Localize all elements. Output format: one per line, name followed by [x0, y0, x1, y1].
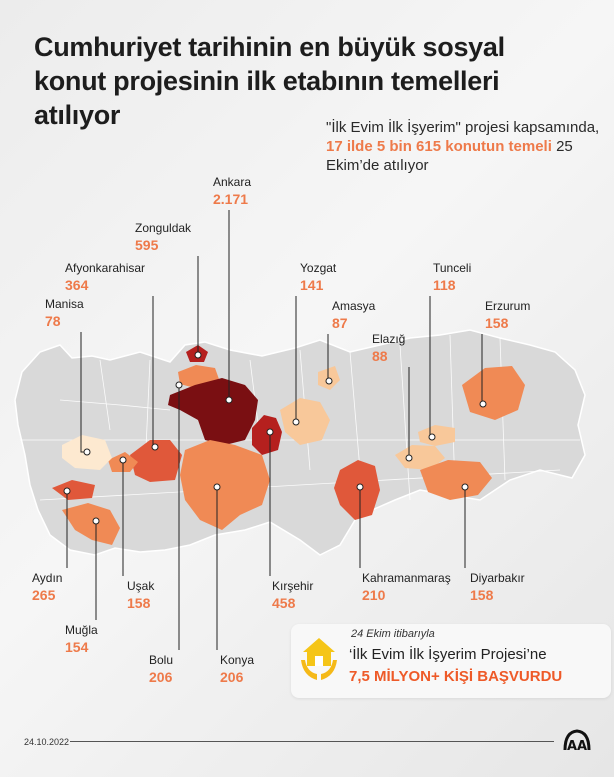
marker-dot-zonguldak [194, 351, 202, 359]
label-tunceli: Tunceli 118 [433, 260, 471, 294]
marker-dot-manisa [83, 448, 91, 456]
province-kirsehir [252, 415, 282, 455]
province-value: 458 [272, 595, 296, 611]
footer-divider [70, 741, 554, 742]
province-tunceli [418, 425, 455, 446]
marker-dot-konya [213, 483, 221, 491]
province-value: 595 [135, 237, 159, 253]
province-value: 206 [149, 669, 173, 685]
marker-dot-erzurum [479, 400, 487, 408]
subtitle-text-end: 25 Ekim’de atılıyor [326, 138, 573, 174]
footer-date: 24.10.2022 [24, 737, 70, 747]
province-erzurum [462, 366, 525, 420]
marker-dot-tunceli [428, 433, 436, 441]
province-value: 141 [300, 277, 324, 293]
marker-dot-amasya [325, 377, 333, 385]
province-name: Afyonkarahisar [65, 261, 146, 275]
aa-logo: AA [563, 729, 591, 754]
province-name: Tunceli [433, 261, 472, 275]
province-name: Ankara [213, 175, 252, 189]
marker-dot-diyarbakr [461, 483, 469, 491]
province-value: 118 [433, 277, 456, 293]
label-uak: Uşak 158 [127, 578, 154, 612]
province-name: Zonguldak [135, 221, 192, 235]
province-value: 88 [372, 348, 388, 364]
province-name: Erzurum [485, 299, 531, 313]
marker-dot-afyonkarahisar [151, 443, 159, 451]
province-value: 2.171 [213, 191, 249, 207]
province-value: 158 [485, 315, 509, 331]
marker-dot-krehir [266, 428, 274, 436]
marker-dot-elaz [405, 454, 413, 462]
house-in-hands-icon [301, 638, 337, 680]
label-diyarbakr: Diyarbakır 158 [470, 570, 525, 604]
marker-dot-bolu [175, 381, 183, 389]
province-yozgat [280, 398, 330, 445]
province-name: Kahramanmaraş [362, 571, 451, 585]
province-name: Kırşehir [272, 579, 314, 593]
province-name: Amasya [332, 299, 376, 313]
province-kahramanmaras [334, 460, 380, 520]
marker-dot-mula [92, 517, 100, 525]
label-krehir: Kırşehir 458 [272, 578, 313, 612]
marker-dot-ankara [225, 396, 233, 404]
province-name: Yozgat [300, 261, 337, 275]
province-name: Manisa [45, 297, 84, 311]
province-name: Elazığ [372, 332, 406, 346]
province-name: Aydın [32, 571, 63, 585]
label-zonguldak: Zonguldak 595 [135, 220, 191, 254]
province-value: 78 [45, 313, 61, 329]
province-value: 210 [362, 587, 386, 603]
province-aydin [52, 480, 95, 500]
province-name: Uşak [127, 579, 155, 593]
label-elaz: Elazığ 88 [372, 331, 405, 365]
callout-highlight: 7,5 MİLYON+ KİŞİ BAŞVURDU [349, 668, 563, 685]
province-diyarbakir [420, 460, 492, 500]
province-name: Muğla [65, 623, 98, 637]
subtitle: "İlk Evim İlk İşyerim" projesi kapsamınd… [326, 118, 606, 175]
province-ankara [168, 378, 258, 445]
province-elazig [395, 445, 445, 470]
label-kahramanmara: Kahramanmaraş 210 [362, 570, 451, 604]
label-amasya: Amasya 87 [332, 298, 375, 332]
province-value: 364 [65, 277, 89, 293]
marker-dot-yozgat [292, 418, 300, 426]
label-bolu: Bolu 206 [149, 652, 173, 686]
marker-dot-uak [119, 456, 127, 464]
subtitle-text: "İlk Evim İlk İşyerim" projesi kapsamınd… [326, 119, 600, 136]
province-value: 158 [470, 587, 494, 603]
label-ankara: Ankara 2.171 [213, 174, 251, 208]
label-afyonkarahisar: Afyonkarahisar 364 [65, 260, 145, 294]
province-konya [180, 440, 270, 530]
callout-date: 24 Ekim itibarıyla [351, 628, 435, 640]
svg-text:AA: AA [567, 739, 587, 754]
province-value: 206 [220, 669, 244, 685]
label-mula: Muğla 154 [65, 622, 98, 656]
province-afyonkarahisar [130, 440, 182, 482]
label-manisa: Manisa 78 [45, 296, 84, 330]
province-value: 154 [65, 639, 89, 655]
label-konya: Konya 206 [220, 652, 254, 686]
province-value: 265 [32, 587, 56, 603]
page-title: Cumhuriyet tarihinin en büyük sosyal kon… [34, 32, 505, 130]
subtitle-highlight: 17 ilde 5 bin 615 konutun temeli [326, 138, 552, 155]
label-yozgat: Yozgat 141 [300, 260, 336, 294]
callout-text: ‘İlk Evim İlk İşyerim Projesi’ne [349, 646, 547, 663]
marker-dot-aydn [63, 487, 71, 495]
marker-dot-kahramanmara [356, 483, 364, 491]
province-name: Bolu [149, 653, 174, 667]
application-callout: 24 Ekim itibarıyla ‘İlk Evim İlk İşyerim… [291, 624, 611, 698]
province-value: 87 [332, 315, 348, 331]
province-mugla [62, 503, 120, 545]
label-aydn: Aydın 265 [32, 570, 62, 604]
province-value: 158 [127, 595, 151, 611]
province-name: Diyarbakır [470, 571, 525, 585]
label-erzurum: Erzurum 158 [485, 298, 530, 332]
province-name: Konya [220, 653, 255, 667]
